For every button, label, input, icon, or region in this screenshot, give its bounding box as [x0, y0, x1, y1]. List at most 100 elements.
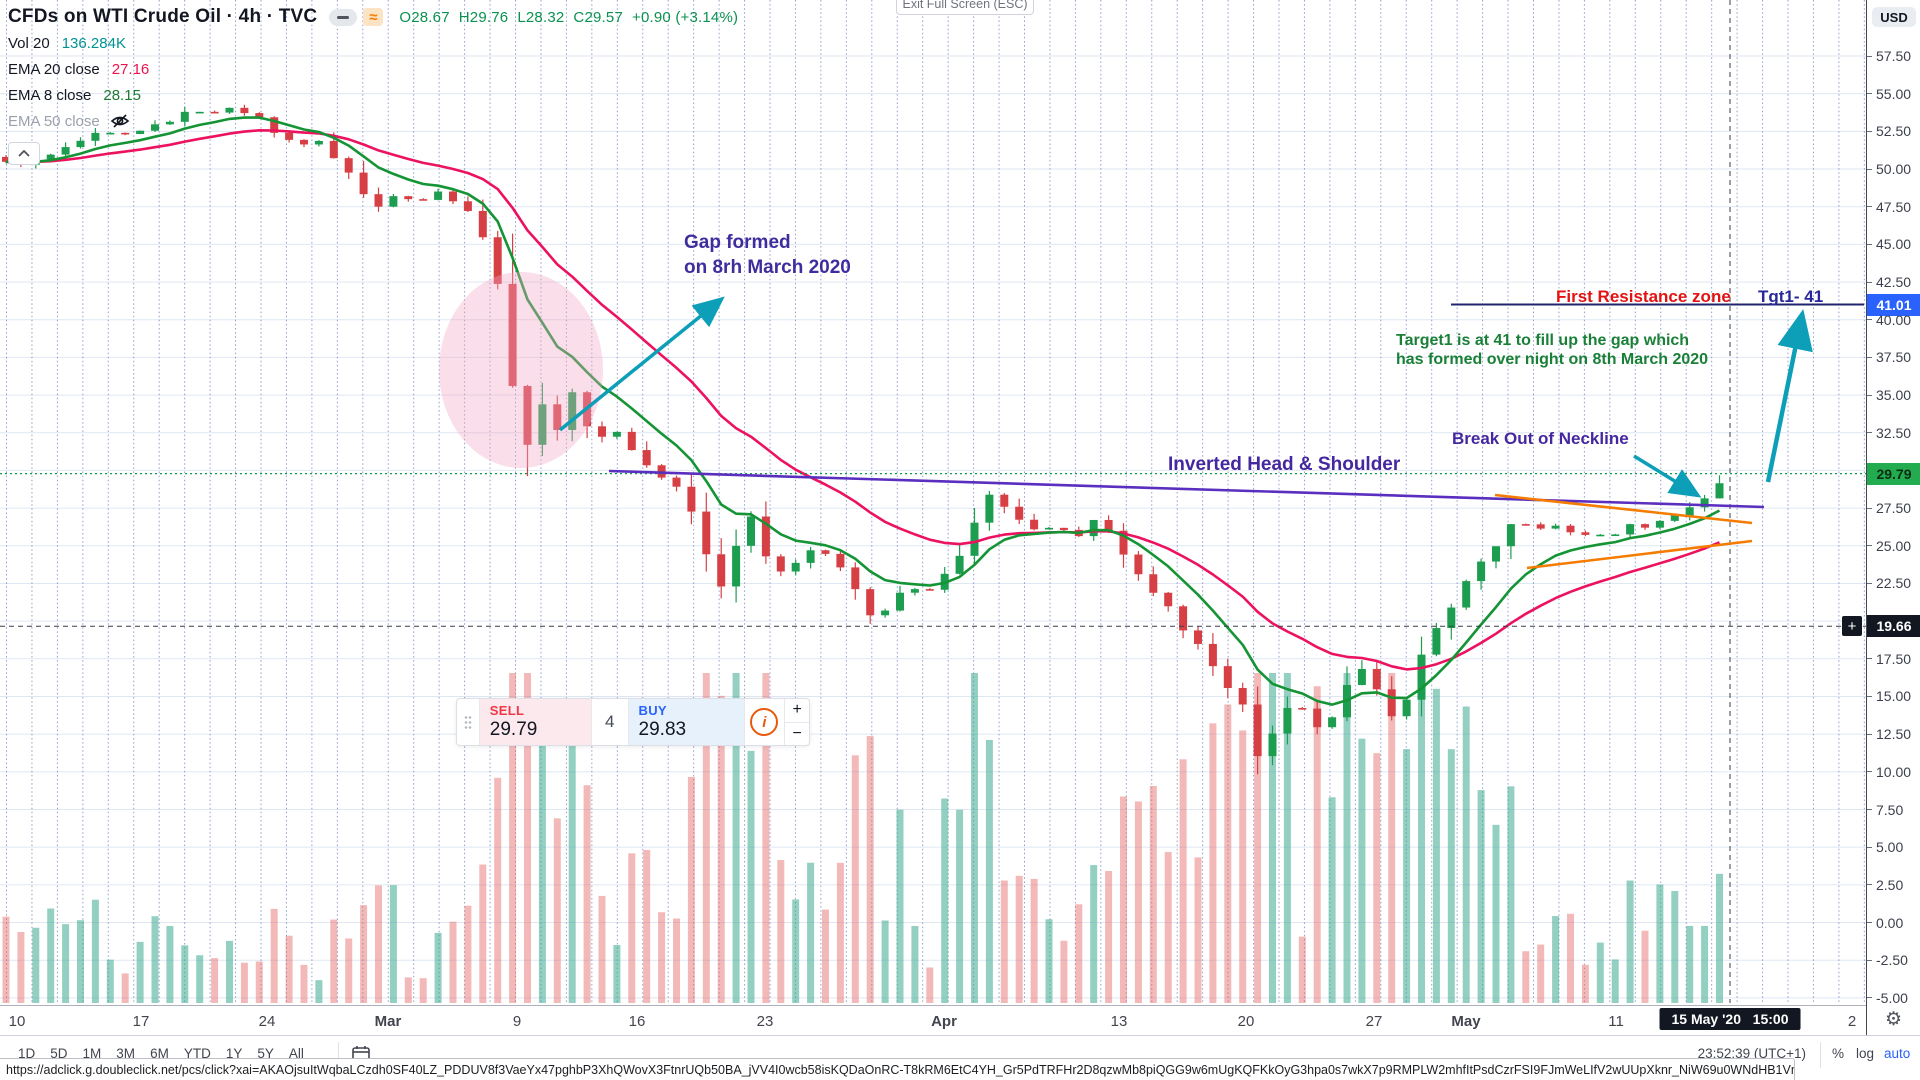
indicator-label: EMA 8 close: [8, 86, 92, 104]
indicator-row-volume[interactable]: Vol 20 136.284K: [8, 30, 747, 56]
range-button-ytd[interactable]: YTD: [183, 1046, 211, 1061]
low-value: L28.32: [517, 8, 565, 26]
indicator-value: 136.284K: [61, 34, 126, 52]
price-tick-mark: [1867, 582, 1872, 584]
indicator-label: EMA 20 close: [8, 60, 100, 78]
indicator-row-ema8[interactable]: EMA 8 close 28.15: [8, 82, 747, 108]
price-tick-label: 55.00: [1876, 85, 1912, 102]
percent-scale-button[interactable]: %: [1832, 1046, 1845, 1061]
price-chart-canvas[interactable]: [0, 0, 1866, 1005]
price-tick-mark: [1867, 356, 1872, 358]
indicator-row-ema50[interactable]: EMA 50 close: [8, 108, 747, 134]
time-axis-label: 27: [1365, 1013, 1383, 1030]
browser-status-bar: https://adclick.g.doubleclick.net/pcs/cl…: [0, 1058, 1795, 1080]
buy-price: 29.83: [638, 719, 687, 740]
price-tick-label: -5.00: [1876, 989, 1908, 1006]
toolbar-divider: [338, 1042, 339, 1068]
currency-badge[interactable]: USD: [1872, 7, 1916, 27]
range-button-1m[interactable]: 1M: [82, 1046, 102, 1061]
eye-hidden-icon[interactable]: [110, 113, 130, 129]
wave-icon[interactable]: ≈: [363, 8, 384, 26]
price-tick-mark: [1867, 168, 1872, 170]
decrease-quantity-button[interactable]: −: [792, 724, 802, 742]
time-axis-label: Apr: [931, 1013, 957, 1030]
price-tick-mark: [1867, 884, 1872, 886]
trendline-wedge-upper: [1494, 493, 1753, 525]
quantity-field[interactable]: 4: [590, 699, 629, 745]
exit-fullscreen-button[interactable]: Exit Full Screen (ESC): [896, 0, 1034, 15]
range-button-5d[interactable]: 5D: [50, 1046, 68, 1061]
price-tick-label: 27.50: [1876, 500, 1912, 517]
price-tick-label: 15.00: [1876, 688, 1912, 705]
price-tick-label: 32.50: [1876, 424, 1912, 441]
price-tick-label: 10.00: [1876, 763, 1912, 780]
trendline-wedge-lower: [1526, 539, 1753, 570]
level-lines-layer: [0, 0, 1866, 1003]
auto-scale-button[interactable]: auto: [1884, 1046, 1911, 1061]
date-range-buttons: 1D 5D 1M 3M 6M YTD 1Y 5Y All: [18, 1046, 304, 1061]
price-tick-label: 50.00: [1876, 161, 1912, 178]
sell-label: SELL: [489, 703, 525, 718]
range-button-3m[interactable]: 3M: [116, 1046, 136, 1061]
indicator-row-ema20[interactable]: EMA 20 close 27.16: [8, 56, 747, 82]
status-url: https://adclick.g.doubleclick.net/pcs/cl…: [6, 1063, 1795, 1077]
price-tick-label: 47.50: [1876, 198, 1912, 215]
range-button-1y[interactable]: 1Y: [225, 1046, 243, 1061]
price-tick-label: 42.50: [1876, 274, 1912, 291]
log-scale-button[interactable]: log: [1856, 1046, 1875, 1061]
price-tick-label: 37.50: [1876, 349, 1912, 366]
range-button-5y[interactable]: 5Y: [257, 1046, 274, 1061]
time-axis-label: 16: [628, 1013, 646, 1030]
price-tick-label: 40.00: [1876, 311, 1912, 328]
trade-panel-drag-handle[interactable]: [457, 699, 480, 745]
session-clock[interactable]: 23:52:39 (UTC+1): [1697, 1046, 1806, 1061]
gear-icon[interactable]: ⚙: [1885, 1009, 1903, 1030]
time-axis-label: May: [1451, 1013, 1481, 1030]
quantity-steppers: + −: [785, 699, 809, 745]
volume-layer: [2, 673, 1723, 1003]
range-button-all[interactable]: All: [288, 1046, 304, 1061]
teal-arrow: [1765, 308, 1813, 483]
price-tick-label: 35.00: [1876, 387, 1912, 404]
annotation-first-resistance: First Resistance zone: [1556, 287, 1731, 306]
buy-button[interactable]: BUY 29.83: [628, 699, 744, 745]
legend-collapse-button[interactable]: [8, 142, 40, 165]
price-tick-mark: [1867, 432, 1872, 434]
candles-layer: [2, 104, 1724, 775]
change-value: +0.90 (+3.14%): [632, 8, 739, 26]
range-button-1d[interactable]: 1D: [18, 1046, 36, 1061]
price-tick-label: 45.00: [1876, 236, 1912, 253]
indicator-value: 27.16: [111, 60, 150, 78]
info-button[interactable]: i: [743, 699, 786, 745]
ema20-line: [5, 129, 1720, 671]
price-tick-label: 0.00: [1876, 914, 1904, 931]
resistance-price-badge: 41.01: [1867, 293, 1920, 316]
arrows-layer: [558, 296, 1813, 498]
buy-label: BUY: [638, 703, 667, 718]
sell-button[interactable]: SELL 29.79: [479, 699, 591, 745]
info-icon: i: [750, 708, 779, 736]
chart-legend: CFDs on WTI Crude Oil · 4h · TVC ≈ O28.6…: [8, 4, 747, 165]
time-axis-label: 11: [1608, 1013, 1624, 1030]
price-tick-label: 22.50: [1876, 575, 1912, 592]
time-axis[interactable]: 15 May '20 15:00 10 17 24 Mar 9 16 23 Apr 13 20 27…: [0, 1005, 1866, 1036]
indicator-value: 28.15: [103, 86, 141, 104]
crosshair-add-alert-button[interactable]: +: [1842, 616, 1862, 637]
price-tick-label: 57.50: [1876, 48, 1912, 64]
trendline-neckline: [608, 469, 1765, 509]
time-axis-label: 13: [1110, 1013, 1128, 1030]
time-axis-label: 17: [132, 1013, 150, 1030]
increase-quantity-button[interactable]: +: [785, 699, 809, 723]
minimize-pill-icon[interactable]: [329, 8, 358, 26]
symbol-title[interactable]: CFDs on WTI Crude Oil · 4h · TVC: [8, 6, 318, 27]
price-tick-mark: [1867, 922, 1872, 924]
price-tick-mark: [1867, 545, 1872, 547]
teal-arrow: [1633, 454, 1702, 498]
indicator-label: EMA 50 close: [8, 112, 100, 130]
range-button-6m[interactable]: 6M: [150, 1046, 169, 1061]
open-value: O28.67: [399, 8, 450, 26]
crosshair-price-badge: 19.66: [1867, 615, 1920, 638]
price-tick-label: 25.00: [1876, 537, 1912, 554]
price-axis[interactable]: USD 41.01 29.79 19.66 ⚙ 57.50 55.00 52.50 5…: [1866, 0, 1920, 1035]
